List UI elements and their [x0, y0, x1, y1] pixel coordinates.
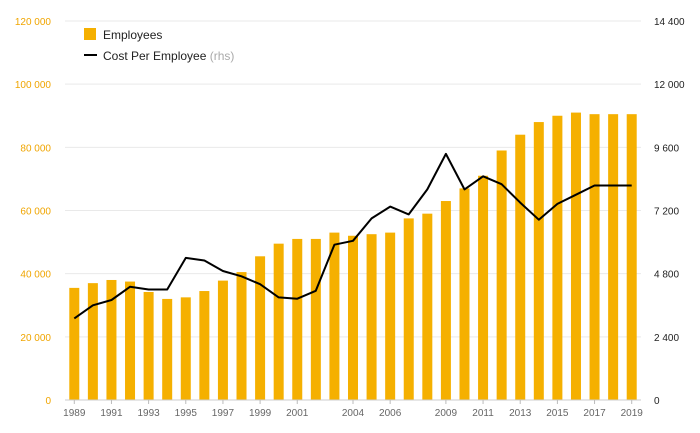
x-tick-label: 1989: [63, 408, 86, 419]
legend: Employees Cost Per Employee (rhs): [84, 28, 234, 63]
y-left-tick-label: 20 000: [20, 333, 51, 344]
bar: [329, 232, 340, 400]
bar: [515, 134, 526, 400]
bar: [143, 291, 154, 400]
legend-employees-label: Employees: [103, 28, 162, 42]
bar: [496, 150, 507, 400]
cost-per-employee-line-group: [73, 152, 632, 320]
bar: [626, 114, 637, 400]
bar: [366, 234, 377, 400]
y-left-tick-label: 40 000: [20, 270, 51, 281]
cost-per-employee-line: [73, 152, 632, 320]
bar: [125, 281, 136, 400]
legend-cost-suffix: (rhs): [210, 49, 235, 63]
bar: [385, 232, 396, 400]
employees-bars: [69, 112, 637, 401]
x-tick-label: 2019: [621, 408, 644, 419]
bar: [608, 114, 619, 400]
bar: [106, 279, 117, 400]
y-right-tick-label: 2 400: [654, 333, 679, 344]
y-left-tick-label: 100 000: [15, 80, 52, 91]
legend-employees-swatch: [84, 28, 96, 40]
x-tick-label: 2006: [379, 408, 402, 419]
bar: [162, 298, 173, 400]
bar: [310, 238, 321, 400]
x-tick-label: 1999: [249, 408, 272, 419]
x-tick-label: 1993: [137, 408, 160, 419]
axes: 0 0 20 000 2 400 40 000 4 800 60 000 7 200 80 00…: [15, 17, 685, 419]
x-tick-label: 2015: [546, 408, 569, 419]
x-tick-label: 2011: [472, 408, 494, 419]
bar: [255, 256, 266, 400]
bar: [533, 122, 544, 401]
y-right-tick-label: 12 000: [654, 80, 685, 91]
x-tick-label: 2001: [286, 408, 309, 419]
bar: [403, 218, 414, 400]
bar: [478, 175, 489, 400]
bar: [570, 112, 581, 400]
y-left-tick-label: 80 000: [20, 143, 51, 154]
bar: [440, 201, 451, 400]
x-tick-label: 1995: [175, 408, 198, 419]
y-right-tick-label: 4 800: [654, 270, 679, 281]
gridlines: [65, 20, 641, 338]
y-right-tick-label: 14 400: [654, 17, 685, 28]
x-tick-label: 2017: [583, 408, 606, 419]
bar: [69, 287, 80, 400]
x-tick-label: 2004: [342, 408, 365, 419]
bar: [422, 213, 433, 400]
bar: [589, 114, 600, 400]
x-tick-label: 2013: [509, 408, 532, 419]
legend-cost-name: Cost Per Employee: [103, 49, 207, 63]
bar: [552, 115, 563, 400]
bar: [217, 280, 228, 400]
bar: [87, 283, 98, 400]
y-left-tick-label: 60 000: [20, 207, 51, 218]
bar: [273, 243, 284, 400]
y-right-tick-label: 7 200: [654, 207, 679, 218]
bar: [459, 188, 470, 400]
x-tick-label: 2009: [435, 408, 458, 419]
bar: [292, 238, 303, 400]
bar: [199, 291, 210, 400]
y-right-tick-label: 0: [654, 396, 660, 407]
x-tick-label: 1997: [212, 408, 235, 419]
y-left-tick-label: 0: [45, 396, 51, 407]
bar: [348, 235, 358, 400]
bar: [180, 297, 191, 400]
legend-cost-label: Cost Per Employee (rhs): [103, 49, 234, 63]
y-right-tick-label: 9 600: [654, 143, 679, 154]
y-left-tick-label: 120 000: [15, 17, 52, 28]
bar: [236, 272, 247, 400]
x-tick-label: 1991: [100, 408, 123, 419]
